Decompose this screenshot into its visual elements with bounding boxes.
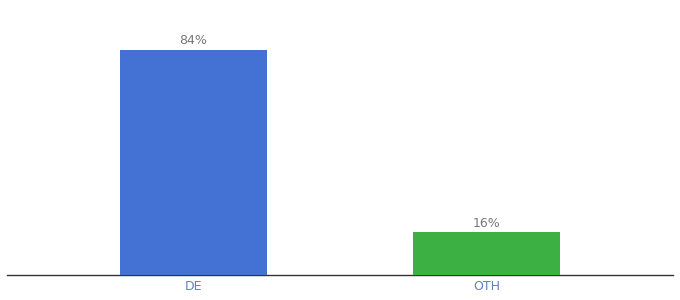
Text: 16%: 16% (473, 217, 500, 230)
Bar (413, 232, 560, 275)
Text: 84%: 84% (180, 34, 207, 47)
Bar (120, 50, 267, 275)
